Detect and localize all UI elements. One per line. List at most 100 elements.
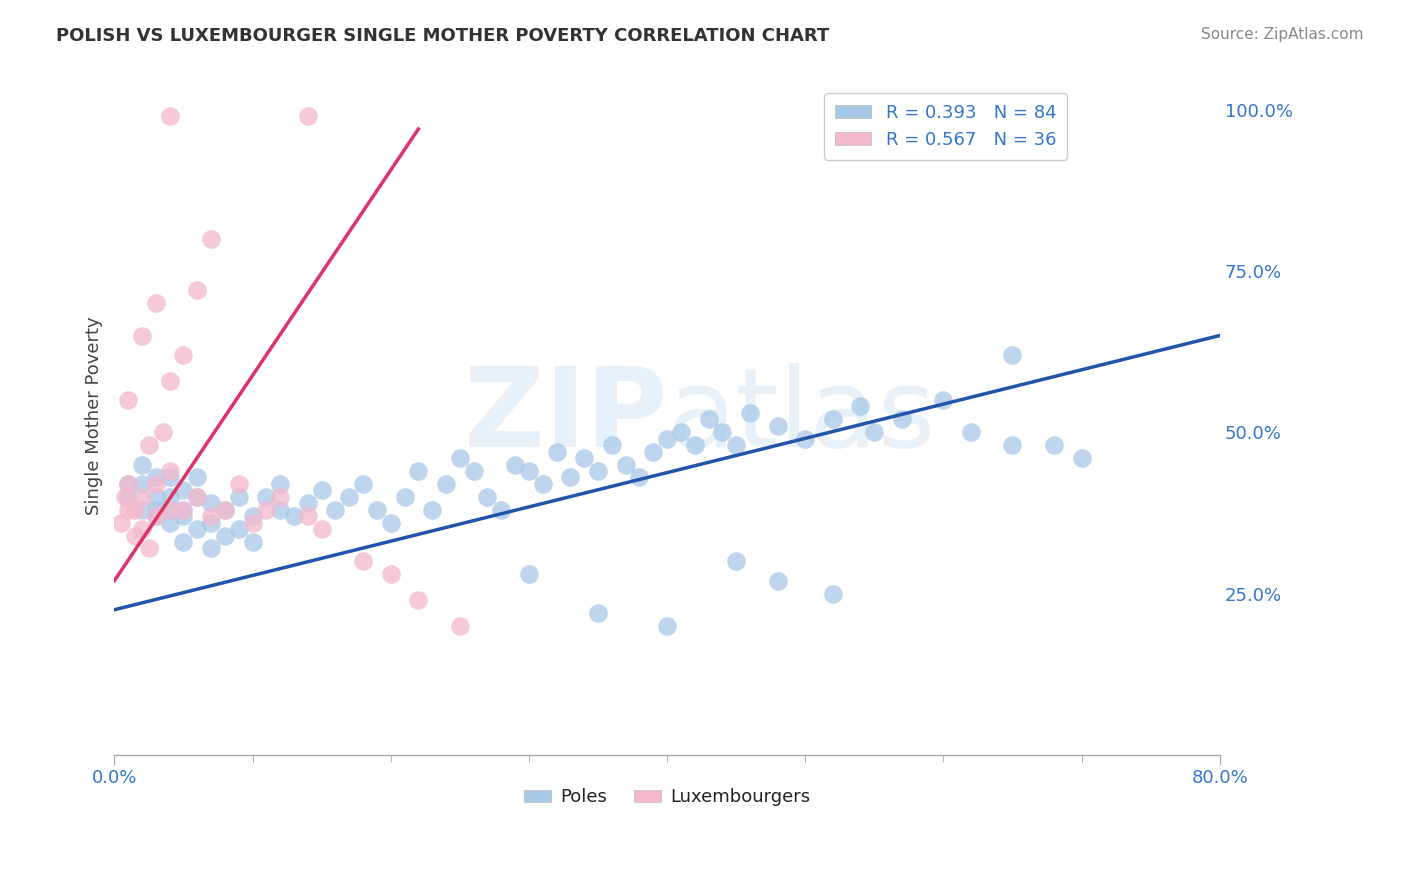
Point [228, 477, 250, 491]
Point [269, 502, 291, 516]
Point [517, 567, 540, 582]
Point [173, 502, 195, 516]
Point [145, 509, 167, 524]
Point [131, 522, 153, 536]
Point [173, 535, 195, 549]
Point [711, 425, 734, 440]
Point [131, 458, 153, 472]
Point [408, 593, 430, 607]
Point [200, 516, 222, 530]
Point [1070, 451, 1092, 466]
Text: ZIP: ZIP [464, 363, 666, 470]
Point [145, 296, 167, 310]
Point [1001, 438, 1024, 452]
Point [173, 509, 195, 524]
Point [117, 490, 139, 504]
Point [214, 528, 236, 542]
Point [159, 502, 181, 516]
Point [697, 412, 720, 426]
Point [283, 509, 305, 524]
Point [863, 425, 886, 440]
Point [491, 502, 513, 516]
Point [242, 516, 264, 530]
Point [655, 432, 678, 446]
Point [214, 502, 236, 516]
Point [821, 412, 844, 426]
Point [117, 477, 139, 491]
Point [352, 477, 374, 491]
Point [380, 567, 402, 582]
Point [186, 284, 208, 298]
Point [297, 109, 319, 123]
Point [960, 425, 983, 440]
Point [242, 509, 264, 524]
Point [394, 490, 416, 504]
Point [794, 432, 817, 446]
Text: Source: ZipAtlas.com: Source: ZipAtlas.com [1201, 27, 1364, 42]
Point [159, 464, 181, 478]
Point [517, 464, 540, 478]
Point [821, 586, 844, 600]
Point [531, 477, 554, 491]
Point [159, 374, 181, 388]
Point [254, 502, 277, 516]
Point [131, 502, 153, 516]
Point [214, 502, 236, 516]
Point [152, 425, 174, 440]
Point [186, 490, 208, 504]
Point [138, 541, 160, 556]
Point [643, 444, 665, 458]
Point [131, 328, 153, 343]
Point [145, 490, 167, 504]
Point [145, 502, 167, 516]
Point [173, 483, 195, 498]
Point [186, 470, 208, 484]
Point [380, 516, 402, 530]
Point [766, 574, 789, 588]
Point [477, 490, 499, 504]
Point [434, 477, 457, 491]
Point [352, 554, 374, 568]
Point [124, 502, 146, 516]
Point [173, 502, 195, 516]
Point [546, 444, 568, 458]
Y-axis label: Single Mother Poverty: Single Mother Poverty [86, 317, 103, 516]
Point [586, 464, 609, 478]
Point [114, 490, 136, 504]
Point [269, 490, 291, 504]
Point [297, 509, 319, 524]
Point [337, 490, 360, 504]
Point [117, 392, 139, 407]
Point [145, 509, 167, 524]
Point [200, 541, 222, 556]
Point [159, 502, 181, 516]
Point [228, 490, 250, 504]
Point [311, 522, 333, 536]
Point [738, 406, 761, 420]
Point [449, 451, 471, 466]
Point [890, 412, 912, 426]
Point [228, 522, 250, 536]
Point [614, 458, 637, 472]
Point [572, 451, 595, 466]
Text: POLISH VS LUXEMBOURGER SINGLE MOTHER POVERTY CORRELATION CHART: POLISH VS LUXEMBOURGER SINGLE MOTHER POV… [56, 27, 830, 45]
Point [366, 502, 388, 516]
Point [145, 470, 167, 484]
Point [1001, 348, 1024, 362]
Point [159, 109, 181, 123]
Point [131, 490, 153, 504]
Point [586, 606, 609, 620]
Point [124, 528, 146, 542]
Point [560, 470, 582, 484]
Point [200, 232, 222, 246]
Point [325, 502, 347, 516]
Point [254, 490, 277, 504]
Point [159, 516, 181, 530]
Point [117, 477, 139, 491]
Point [408, 464, 430, 478]
Point [117, 502, 139, 516]
Legend: Poles, Luxembourgers: Poles, Luxembourgers [516, 781, 817, 814]
Point [200, 509, 222, 524]
Point [186, 522, 208, 536]
Point [766, 418, 789, 433]
